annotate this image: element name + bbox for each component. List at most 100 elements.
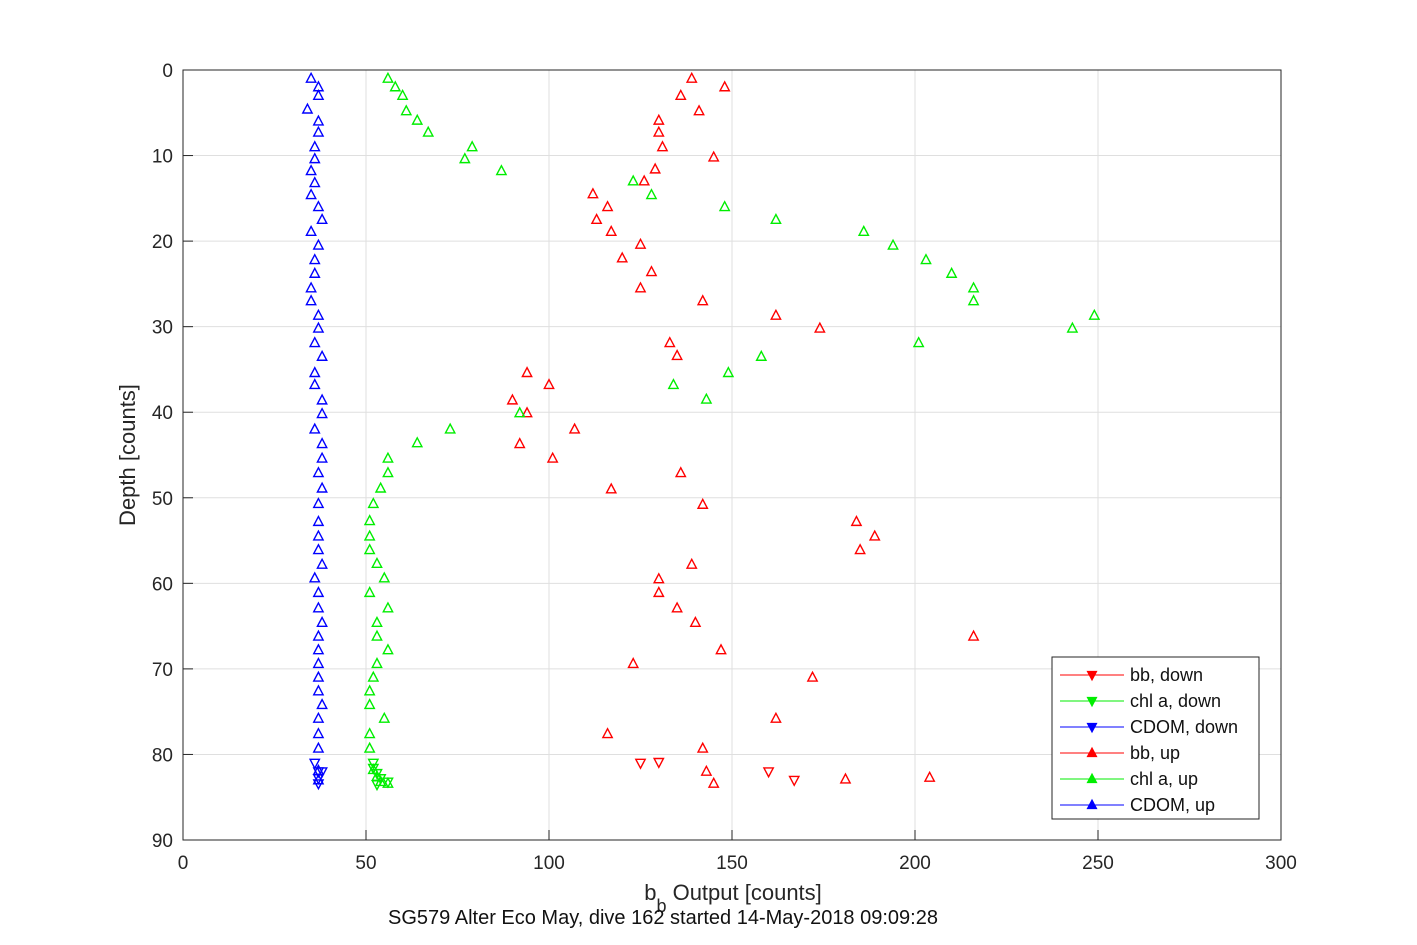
- legend-marker-swatch: [1086, 772, 1098, 784]
- data-point-marker: [312, 773, 325, 785]
- data-point-marker: [312, 629, 325, 641]
- data-point-marker: [546, 451, 559, 463]
- data-point-marker: [634, 758, 647, 770]
- data-point-marker: [674, 88, 687, 101]
- data-point-marker: [305, 71, 317, 83]
- legend-entries: bb, down chl a, down CDOM, down bb, up chl a…: [1060, 665, 1238, 815]
- data-point-marker: [506, 393, 519, 405]
- data-point-marker: [367, 758, 380, 770]
- data-point-marker: [374, 774, 387, 786]
- legend-entry: bb, up: [1060, 743, 1180, 763]
- data-point-marker: [308, 140, 321, 152]
- data-point-marker: [543, 378, 555, 390]
- data-point-marker: [382, 71, 394, 83]
- data-point-marker: [634, 237, 647, 249]
- x-tick-label: 250: [1082, 853, 1114, 874]
- x-tick-label: 150: [716, 853, 748, 874]
- data-point-marker: [367, 497, 380, 509]
- data-point-marker: [521, 406, 533, 418]
- data-point-marker: [806, 670, 819, 682]
- legend-label: bb, up: [1130, 743, 1180, 763]
- data-point-marker: [722, 366, 735, 378]
- data-point-marker: [652, 125, 665, 137]
- data-point-marker: [312, 308, 325, 320]
- data-point-marker: [308, 366, 321, 378]
- data-point-marker: [652, 572, 665, 584]
- x-tick-label: 200: [899, 853, 931, 874]
- data-point-marker: [363, 514, 376, 526]
- data-point-marker: [305, 188, 317, 200]
- x-tick-label: 300: [1265, 853, 1297, 874]
- data-point-marker: [312, 670, 325, 682]
- data-point-marker: [616, 251, 629, 263]
- legend-label: CDOM, up: [1130, 795, 1215, 815]
- data-point-marker: [316, 698, 328, 710]
- data-point-marker: [689, 615, 702, 628]
- data-point-marker: [305, 281, 317, 293]
- data-point-marker: [312, 543, 325, 555]
- data-point-marker: [967, 294, 980, 306]
- data-point-marker: [1088, 308, 1101, 320]
- y-tick-label: 60: [152, 574, 173, 595]
- data-point-marker: [707, 150, 720, 162]
- data-point-marker: [382, 601, 394, 613]
- data-point-marker: [367, 670, 380, 682]
- data-point-marker: [652, 113, 665, 125]
- data-point-marker: [312, 497, 325, 509]
- series-0: [634, 757, 801, 787]
- data-point-marker: [363, 543, 376, 555]
- data-point-marker: [308, 758, 321, 770]
- legend-entry: CDOM, down: [1060, 717, 1238, 737]
- data-point-marker: [316, 451, 328, 463]
- data-point-marker: [656, 140, 669, 152]
- figure-caption: SG579 Alter Eco May, dive 162 started 14…: [388, 907, 938, 929]
- data-point-marker: [444, 422, 457, 434]
- data-point-marker: [696, 497, 709, 509]
- data-point-marker: [458, 152, 471, 164]
- data-point-marker: [649, 162, 661, 174]
- data-point-marker: [308, 378, 321, 390]
- data-point-marker: [652, 586, 665, 598]
- data-point-marker: [645, 265, 658, 277]
- data-point-marker: [382, 466, 394, 478]
- data-point-marker: [308, 422, 321, 434]
- data-point-marker: [813, 321, 826, 333]
- data-point-marker: [411, 113, 424, 125]
- legend-marker-swatch: [1086, 746, 1098, 758]
- y-tick-label: 30: [152, 318, 173, 339]
- data-point-marker: [652, 757, 665, 769]
- data-point-marker: [312, 601, 325, 613]
- data-point-marker: [857, 225, 870, 237]
- data-point-marker: [718, 200, 731, 212]
- data-point-marker: [363, 741, 376, 753]
- data-point-marker: [312, 657, 325, 669]
- data-point-marker: [312, 711, 325, 723]
- data-point-marker: [854, 543, 866, 555]
- data-point-marker: [308, 253, 321, 265]
- legend-entry: CDOM, up: [1060, 795, 1215, 815]
- data-point-marker: [312, 684, 325, 696]
- y-tick-label: 80: [152, 745, 173, 766]
- data-point-marker: [308, 266, 321, 278]
- y-tick-labels: 0 10 20 30 40 50 60 70 80 90: [152, 61, 173, 852]
- legend-label: CDOM, down: [1130, 717, 1238, 737]
- data-point-marker: [590, 213, 603, 225]
- data-point-marker: [601, 727, 614, 739]
- data-point-marker: [693, 104, 705, 116]
- legend-entry: bb, down: [1060, 665, 1203, 685]
- data-point-marker: [378, 571, 391, 583]
- data-point-marker: [312, 238, 325, 250]
- data-point-marker: [638, 174, 651, 186]
- data-point-marker: [495, 164, 508, 176]
- data-point-marker: [312, 515, 325, 527]
- data-point-marker: [839, 772, 852, 784]
- data-point-marker: [605, 225, 618, 237]
- data-point-marker: [671, 601, 683, 613]
- data-point-marker: [411, 436, 424, 448]
- data-points: [301, 71, 1101, 792]
- x-tick-label: 100: [533, 853, 565, 874]
- data-point-marker: [685, 71, 698, 83]
- legend-label: chl a, down: [1130, 691, 1221, 711]
- data-point-marker: [645, 188, 658, 200]
